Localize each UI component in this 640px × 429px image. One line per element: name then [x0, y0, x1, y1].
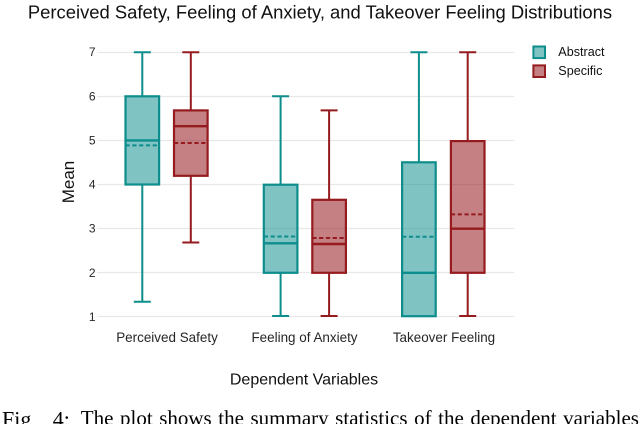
svg-text:Perceived Safety, Feeling of A: Perceived Safety, Feeling of Anxiety, an…	[28, 2, 612, 23]
svg-text:Perceived Safety: Perceived Safety	[116, 330, 218, 345]
svg-text:5: 5	[89, 134, 96, 148]
svg-text:1: 1	[89, 310, 96, 324]
svg-text:Feeling of Anxiety: Feeling of Anxiety	[251, 330, 357, 345]
svg-text:3: 3	[89, 222, 96, 236]
svg-text:4: 4	[89, 178, 96, 192]
svg-text:Abstract: Abstract	[558, 45, 605, 59]
svg-text:2: 2	[89, 266, 96, 280]
svg-text:Fig.: Fig.	[2, 407, 37, 425]
svg-text:Dependent Variables: Dependent Variables	[230, 372, 378, 389]
svg-text:4:: 4:	[53, 407, 70, 425]
svg-text:6: 6	[89, 89, 96, 103]
svg-text:Takeover Feeling: Takeover Feeling	[393, 330, 495, 345]
svg-text:Specific: Specific	[558, 64, 602, 78]
svg-text:7: 7	[89, 45, 96, 59]
svg-text:The plot shows the summary sta: The plot shows the summary statistics of…	[81, 406, 639, 424]
svg-text:Mean: Mean	[59, 161, 78, 204]
